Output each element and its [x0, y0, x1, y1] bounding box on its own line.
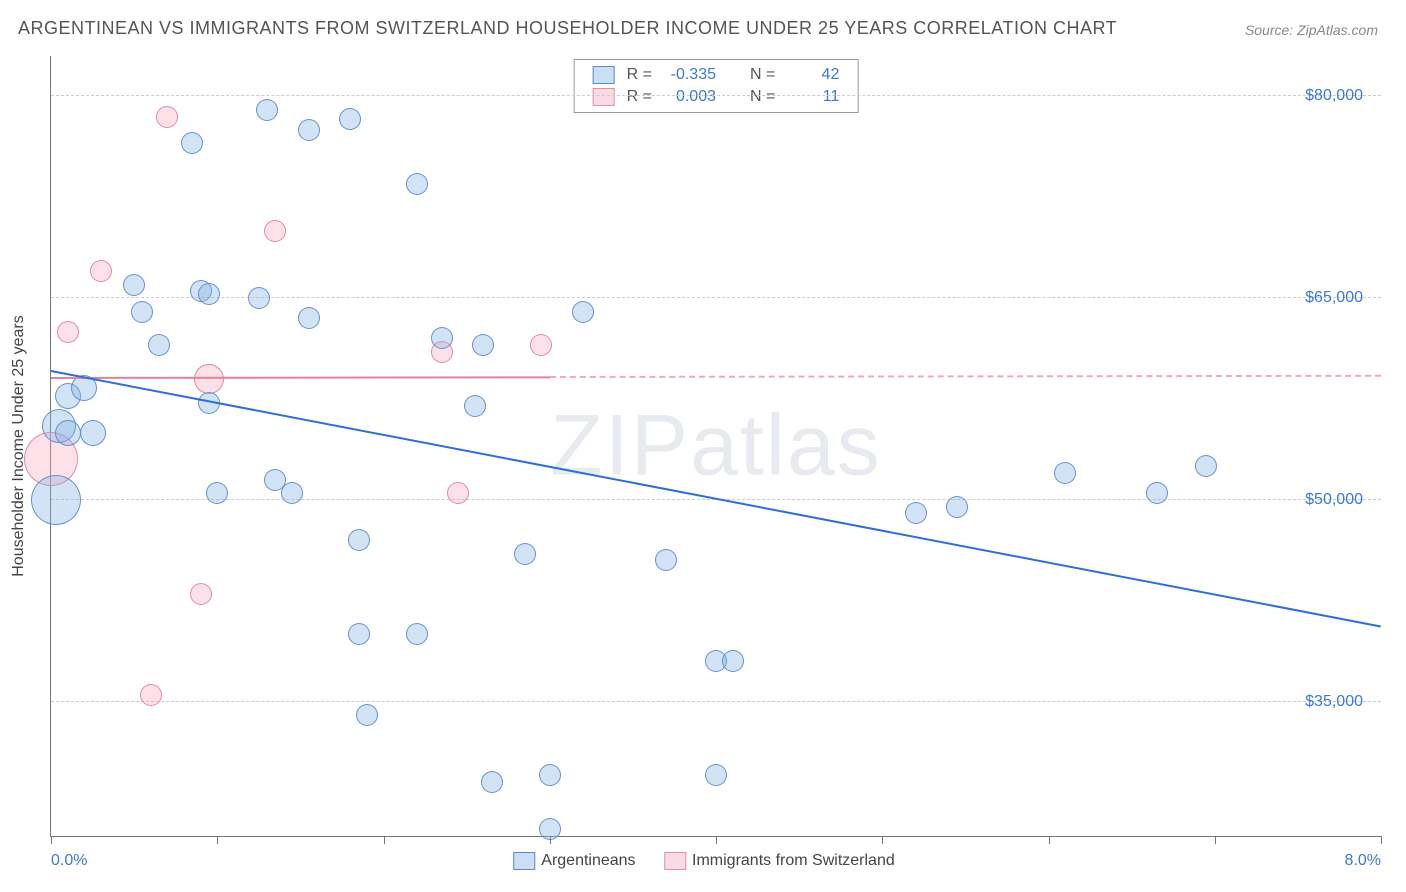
data-point: [722, 650, 744, 672]
data-point: [90, 260, 112, 282]
n-label: N =: [744, 86, 781, 108]
x-tick: [716, 836, 717, 844]
data-point: [1054, 462, 1076, 484]
gridline: [51, 701, 1381, 702]
data-point: [530, 334, 552, 356]
data-point: [131, 301, 153, 323]
data-point: [539, 818, 561, 840]
x-tick: [384, 836, 385, 844]
data-point: [140, 684, 162, 706]
data-point: [1146, 482, 1168, 504]
data-point: [572, 301, 594, 323]
data-point: [156, 106, 178, 128]
data-point: [705, 764, 727, 786]
y-tick-label: $35,000: [1305, 693, 1363, 711]
data-point: [348, 623, 370, 645]
y-axis-label: Householder Income Under 25 years: [10, 315, 28, 576]
data-point: [431, 327, 453, 349]
data-point: [406, 173, 428, 195]
plot-area: ZIPatlas Householder Income Under 25 yea…: [50, 56, 1381, 837]
n-value: 11: [781, 86, 845, 108]
data-point: [55, 420, 81, 446]
x-tick: [217, 836, 218, 844]
chart-title: ARGENTINEAN VS IMMIGRANTS FROM SWITZERLA…: [18, 18, 1117, 39]
data-point: [406, 623, 428, 645]
data-point: [339, 108, 361, 130]
data-point: [148, 334, 170, 356]
trend-line: [51, 376, 550, 379]
data-point: [539, 764, 561, 786]
data-point: [514, 543, 536, 565]
data-point: [298, 119, 320, 141]
bottom-legend: Argentineans Immigrants from Switzerland: [513, 852, 918, 870]
data-point: [356, 704, 378, 726]
data-point: [248, 287, 270, 309]
data-point: [464, 395, 486, 417]
swatch-icon: [593, 66, 615, 84]
data-point: [1195, 455, 1217, 477]
x-tick: [1381, 836, 1382, 844]
data-point: [256, 99, 278, 121]
data-point: [190, 583, 212, 605]
x-tick: [1049, 836, 1050, 844]
data-point: [447, 482, 469, 504]
source-label: Source: ZipAtlas.com: [1245, 22, 1378, 38]
data-point: [80, 420, 106, 446]
data-point: [181, 132, 203, 154]
n-label: N =: [744, 64, 781, 86]
x-tick: [882, 836, 883, 844]
data-point: [905, 502, 927, 524]
r-label: R =: [621, 86, 658, 108]
swatch-icon: [513, 852, 535, 870]
r-value: 0.003: [658, 86, 722, 108]
x-tick: [51, 836, 52, 844]
data-point: [655, 549, 677, 571]
swatch-icon: [593, 88, 615, 106]
legend-label: Immigrants from Switzerland: [692, 852, 895, 869]
data-point: [31, 475, 81, 525]
data-point: [198, 283, 220, 305]
r-value: -0.335: [658, 64, 722, 86]
data-point: [281, 482, 303, 504]
trend-line: [550, 375, 1381, 378]
stats-row: R = 0.003 N = 11: [587, 86, 846, 108]
data-point: [264, 220, 286, 242]
x-min-label: 0.0%: [51, 852, 87, 870]
n-value: 42: [781, 64, 845, 86]
y-tick-label: $65,000: [1305, 289, 1363, 307]
r-label: R =: [621, 64, 658, 86]
data-point: [57, 321, 79, 343]
x-max-label: 8.0%: [1345, 852, 1381, 870]
y-tick-label: $80,000: [1305, 87, 1363, 105]
data-point: [206, 482, 228, 504]
x-tick: [1215, 836, 1216, 844]
data-point: [298, 307, 320, 329]
gridline: [51, 95, 1381, 96]
data-point: [348, 529, 370, 551]
stats-box: R = -0.335 N = 42 R = 0.003 N = 11: [574, 59, 859, 113]
swatch-icon: [664, 852, 686, 870]
watermark: ZIPatlas: [550, 397, 881, 496]
stats-row: R = -0.335 N = 42: [587, 64, 846, 86]
data-point: [481, 771, 503, 793]
data-point: [946, 496, 968, 518]
legend-label: Argentineans: [541, 852, 635, 869]
data-point: [123, 274, 145, 296]
data-point: [472, 334, 494, 356]
y-tick-label: $50,000: [1305, 491, 1363, 509]
